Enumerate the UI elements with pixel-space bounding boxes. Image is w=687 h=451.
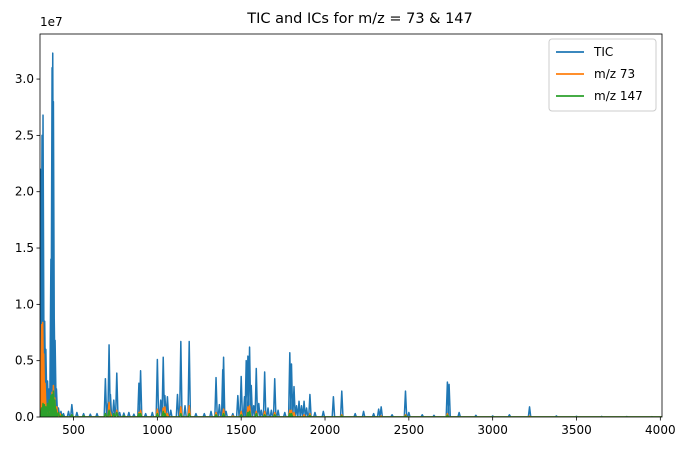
- x-tick-label: 4000: [645, 423, 676, 437]
- series-line-3: [40, 390, 662, 417]
- y-tick-label: 1.5: [15, 241, 34, 255]
- legend-label-1: TIC: [593, 45, 613, 59]
- legend-label-2: m/z 73: [594, 67, 635, 81]
- x-axis: 500 1000 1500 2000 2500 3000 3500 4000: [62, 417, 676, 437]
- legend: TIC m/z 73 m/z 147: [548, 38, 657, 112]
- x-tick-label: 3000: [477, 423, 508, 437]
- x-tick-label: 500: [62, 423, 85, 437]
- y-tick-label: 1.0: [15, 297, 34, 311]
- y-tick-label: 0.5: [15, 354, 34, 368]
- y-tick-label: 3.0: [15, 72, 34, 86]
- plot-frame: [39, 33, 663, 418]
- series-line-2: [40, 321, 662, 417]
- x-tick-label: 3500: [561, 423, 592, 437]
- x-tick-label: 2000: [310, 423, 341, 437]
- x-tick-label: 1500: [226, 423, 257, 437]
- y-tick-label: 0.0: [15, 410, 34, 424]
- y-axis: 0.0 0.5 1.0 1.5 2.0 2.5 3.0: [15, 72, 40, 424]
- y-tick-label: 2.5: [15, 128, 34, 142]
- y-tick-label: 2.0: [15, 185, 34, 199]
- chart-title: TIC and ICs for m/z = 73 & 147: [246, 11, 473, 27]
- plot-area: [39, 33, 663, 418]
- x-tick-label: 1000: [142, 423, 173, 437]
- legend-label-3: m/z 147: [594, 89, 643, 103]
- legend-box: [548, 38, 657, 112]
- x-tick-label: 2500: [394, 423, 425, 437]
- y-offset-label: 1e7: [40, 15, 63, 29]
